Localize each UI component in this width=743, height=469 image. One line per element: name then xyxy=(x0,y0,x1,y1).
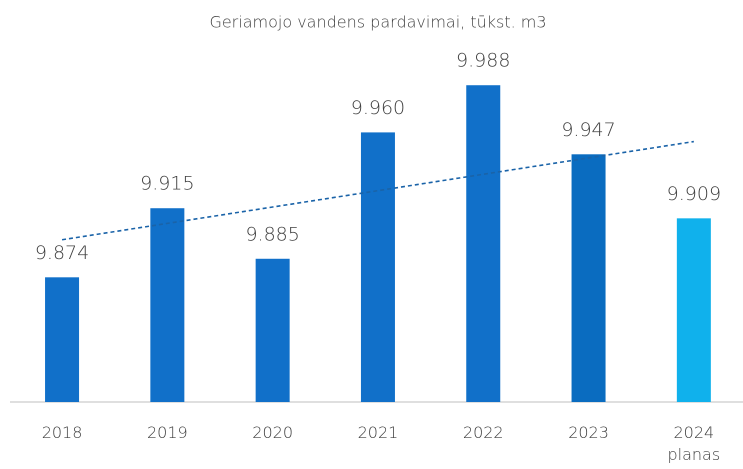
x-tick-label: 2022 xyxy=(462,423,504,442)
value-label: 9.874 xyxy=(35,242,89,264)
x-tick-label: 2018 xyxy=(41,423,83,442)
x-tick-label: 2019 xyxy=(146,423,188,442)
value-label: 9.947 xyxy=(561,119,615,141)
bar xyxy=(150,208,185,402)
bar xyxy=(45,277,80,402)
value-label: 9.909 xyxy=(667,183,721,205)
x-tick-label: 2023 xyxy=(568,423,609,442)
value-label: 9.885 xyxy=(245,223,299,245)
bar xyxy=(466,85,501,402)
bar xyxy=(360,132,395,402)
bar xyxy=(571,154,606,402)
x-tick-label: 2024 planas xyxy=(667,423,721,464)
chart-title: Geriamojo vandens pardavimai, tūkst. m3 xyxy=(209,13,546,32)
x-tick-label: 2021 xyxy=(357,423,399,442)
trendline xyxy=(61,140,694,241)
bar xyxy=(676,218,711,402)
x-tick-label: 2020 xyxy=(252,423,293,442)
value-label: 9.960 xyxy=(351,97,405,119)
bar xyxy=(255,258,290,402)
value-label: 9.988 xyxy=(456,50,510,72)
value-label: 9.915 xyxy=(140,173,194,195)
